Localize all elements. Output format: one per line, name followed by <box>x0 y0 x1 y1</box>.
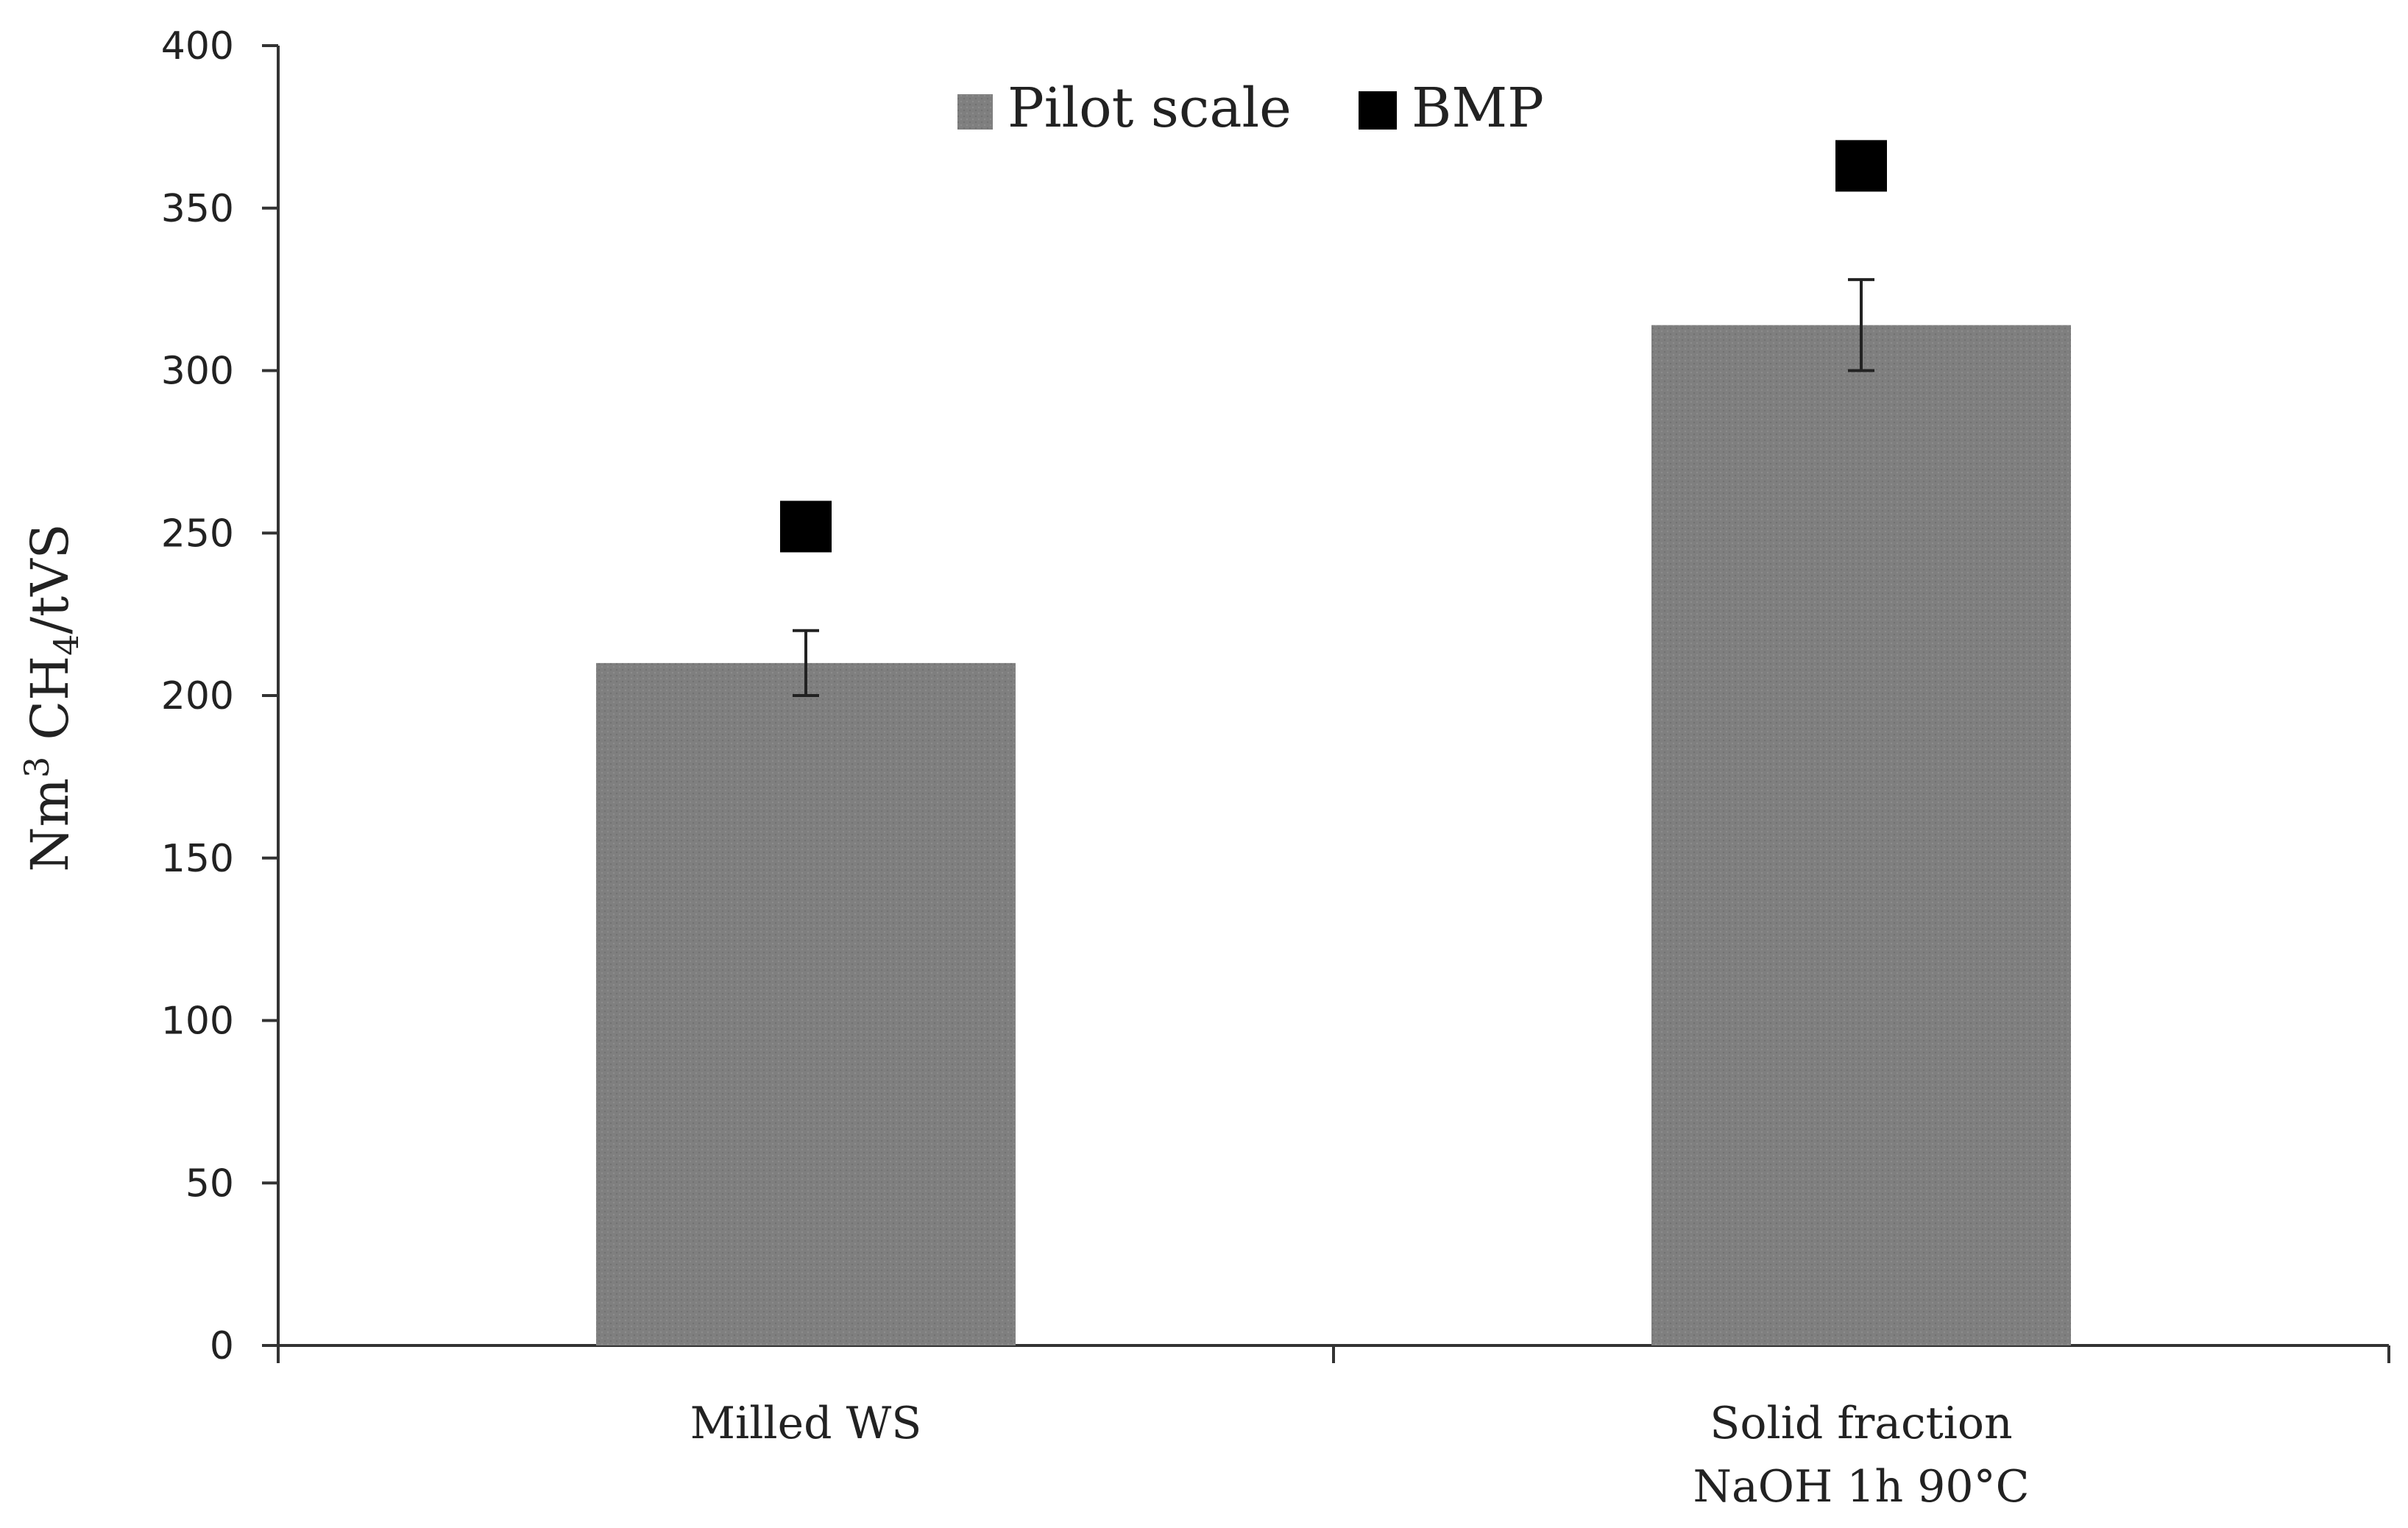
bmp-markers <box>780 140 1887 553</box>
y-tick-label: 300 <box>161 350 234 394</box>
legend-swatch-bmp <box>1359 91 1397 130</box>
x-category-label: Solid fraction NaOH 1h 90°C <box>1693 1398 2029 1513</box>
y-tick-label: 0 <box>210 1324 234 1368</box>
legend-swatch-pilot-scale <box>957 94 993 130</box>
x-axis <box>277 1344 2390 1363</box>
legend: Pilot scale BMP <box>957 77 1544 140</box>
y-tick-label: 250 <box>161 512 234 556</box>
legend-label-bmp: BMP <box>1412 77 1544 140</box>
y-tick-label: 100 <box>161 1000 234 1044</box>
y-axis: 0 50 100 150 200 250 300 350 400 <box>161 24 280 1368</box>
x-category-label: Milled WS <box>690 1398 922 1449</box>
y-axis-label: Nm3 CH4/tVS <box>17 523 86 871</box>
bars <box>596 325 2071 1346</box>
y-tick-label: 50 <box>185 1161 234 1206</box>
category-labels: Milled WS Solid fraction NaOH 1h 90°C <box>690 1398 2030 1513</box>
bar-pilot-scale <box>1651 325 2071 1346</box>
error-bars <box>793 277 1874 697</box>
y-tick-label: 200 <box>161 674 234 718</box>
y-tick-label: 350 <box>161 187 234 231</box>
y-tick-label: 150 <box>161 837 234 881</box>
marker-bmp <box>780 501 832 553</box>
legend-label-pilot-scale: Pilot scale <box>1008 77 1292 140</box>
bar-pilot-scale <box>596 662 1016 1345</box>
y-tick-label: 400 <box>161 24 234 68</box>
marker-bmp <box>1835 140 1887 192</box>
